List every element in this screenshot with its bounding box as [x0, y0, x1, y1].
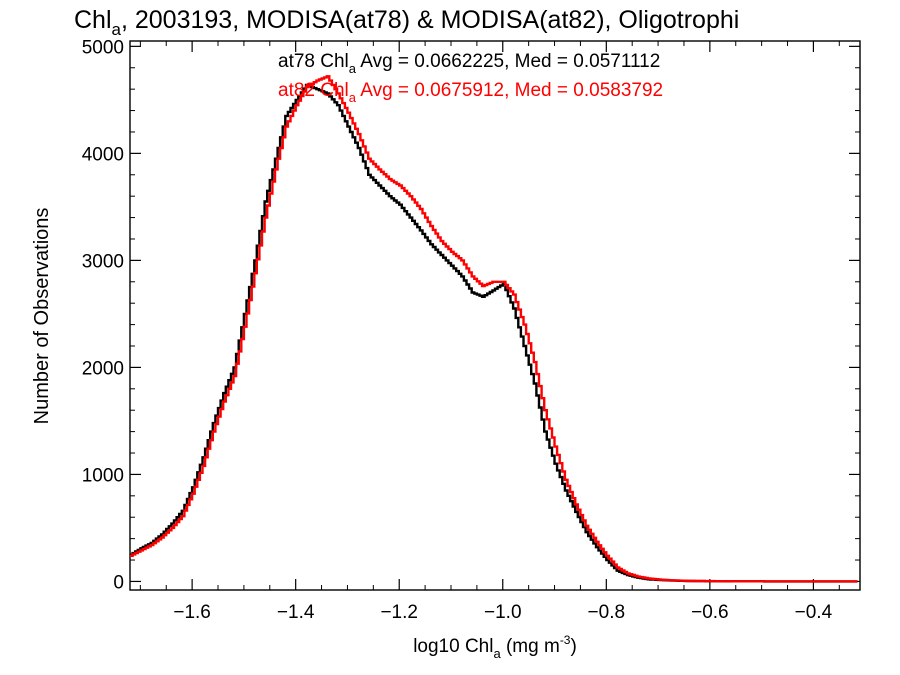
- y-tick-label: 2000: [82, 358, 124, 379]
- y-tick-label: 4000: [82, 144, 124, 165]
- x-axis-label-superscript: -3: [560, 633, 571, 647]
- y-tick-label: 3000: [82, 251, 124, 272]
- annotation-at82-subscript: a: [349, 90, 357, 105]
- x-tick-label: −1.0: [484, 602, 522, 623]
- x-axis-label-subscript: a: [493, 646, 501, 661]
- chart-title: Chla, 2003193, MODISA(at78) & MODISA(at8…: [74, 6, 739, 39]
- x-tick-label: −0.6: [691, 602, 729, 623]
- series-at78-line: [130, 83, 858, 583]
- y-tick-label: 0: [113, 572, 124, 593]
- x-tick-label: −1.6: [173, 602, 211, 623]
- annotation-at82: at82 Chla Avg = 0.0675912, Med = 0.05837…: [278, 80, 663, 105]
- chart-title-subscript: a: [112, 20, 122, 39]
- x-tick-label: −0.8: [588, 602, 626, 623]
- y-tick-label: 1000: [82, 465, 124, 486]
- plot-frame: [129, 40, 861, 591]
- y-axis-label: Number of Observations: [31, 208, 53, 425]
- x-tick-label: −1.4: [277, 602, 315, 623]
- x-axis-ticks: −1.6 −1.4 −1.2 −1.0 −0.8 −0.6 −0.4: [139, 41, 840, 623]
- x-axis-label: log10 Chla (mg m-3): [413, 633, 577, 661]
- x-tick-label: −0.4: [795, 602, 833, 623]
- x-tick-label: −1.2: [380, 602, 418, 623]
- series-at82-line: [130, 75, 858, 583]
- series-layer: [130, 75, 858, 583]
- y-tick-label: 5000: [82, 37, 124, 58]
- annotation-at78-subscript: a: [349, 61, 357, 76]
- annotation-at78: at78 Chla Avg = 0.0662225, Med = 0.05711…: [278, 51, 660, 76]
- y-axis-ticks: 0 1000 2000 3000 4000 5000: [82, 37, 860, 593]
